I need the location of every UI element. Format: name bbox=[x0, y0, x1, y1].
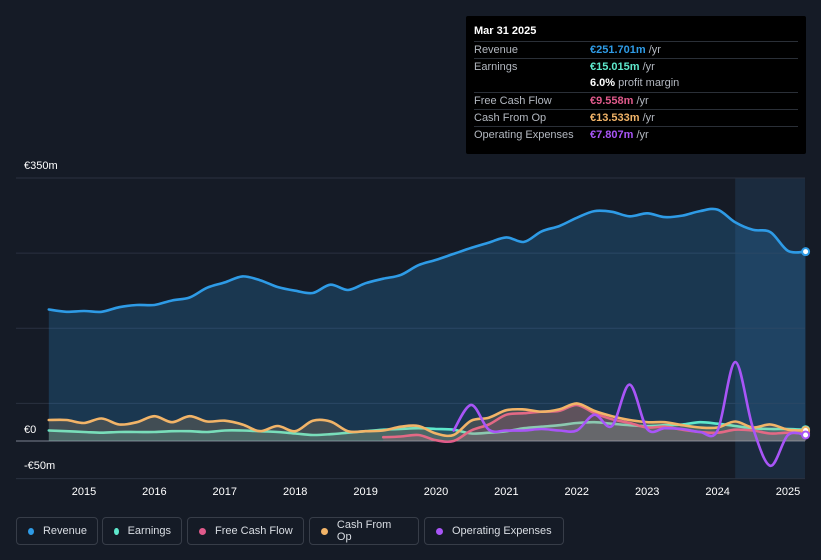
legend-label: Operating Expenses bbox=[452, 525, 552, 537]
chart-canvas: 2015 2016 2017 2018 2019 2020 2021 2022 2023 2024… bbox=[16, 177, 811, 498]
tooltip-row-opex: Operating Expenses €7.807m /yr bbox=[474, 126, 798, 144]
cash-from-op-area bbox=[48, 403, 806, 441]
legend-item-earnings[interactable]: Earnings bbox=[102, 517, 182, 545]
legend-dot-icon bbox=[114, 527, 119, 535]
x-tick-label: 2024 bbox=[705, 486, 729, 498]
revenue-area bbox=[48, 208, 806, 441]
tooltip-row-earnings: Earnings €15.015m /yr bbox=[474, 58, 798, 76]
free-cash-flow-line bbox=[381, 403, 807, 444]
x-tick-label: 2022 bbox=[565, 486, 589, 498]
tooltip-label: Revenue bbox=[474, 44, 519, 56]
legend-label: Free Cash Flow bbox=[215, 525, 293, 537]
revenue-endpoint bbox=[801, 247, 811, 257]
x-tick-label: 2025 bbox=[776, 486, 800, 498]
operating-expenses-line bbox=[452, 360, 807, 468]
tooltip-row-fcf: Free Cash Flow €9.558m /yr bbox=[474, 92, 798, 110]
legend-dot-icon bbox=[436, 527, 443, 535]
tooltip-date: Mar 31 2025 bbox=[474, 25, 537, 37]
tooltip-value: 6.0% profit margin bbox=[590, 77, 680, 89]
legend-item-cash-from-op[interactable]: Cash From Op bbox=[309, 517, 419, 545]
legend-item-free-cash-flow[interactable]: Free Cash Flow bbox=[187, 517, 304, 545]
tooltip-value: €13.533m /yr bbox=[590, 112, 655, 124]
tooltip-value: €7.807m /yr bbox=[590, 129, 649, 141]
x-tick-label: 2018 bbox=[283, 486, 307, 498]
legend-label: Revenue bbox=[42, 525, 87, 537]
legend-label: Earnings bbox=[127, 525, 171, 537]
tooltip-row-margin: 6.0% profit margin bbox=[474, 75, 798, 92]
x-axis: 2015 2016 2017 2018 2019 2020 2021 2022 2023 2024… bbox=[72, 486, 800, 498]
tooltip-label: Operating Expenses bbox=[474, 129, 574, 141]
operating-expenses-endpoint bbox=[801, 430, 811, 440]
y-tick-label-zero: €0 bbox=[24, 424, 37, 436]
series-layer bbox=[47, 207, 811, 468]
legend-dot-icon bbox=[199, 527, 206, 535]
tooltip-label: Cash From Op bbox=[474, 112, 547, 124]
legend-dot-icon bbox=[28, 527, 34, 535]
data-tooltip: Mar 31 2025 Revenue €251.701m /yr Earnin… bbox=[466, 16, 806, 154]
tooltip-label: Earnings bbox=[474, 61, 518, 73]
revenue-line bbox=[47, 207, 807, 314]
legend-dot-icon bbox=[321, 527, 328, 535]
legend-item-operating-expenses[interactable]: Operating Expenses bbox=[424, 517, 564, 545]
x-tick-label: 2023 bbox=[635, 486, 659, 498]
tooltip-value: €15.015m /yr bbox=[590, 61, 655, 73]
x-tick-label: 2017 bbox=[213, 486, 237, 498]
earnings-area bbox=[48, 422, 806, 441]
legend-label: Cash From Op bbox=[336, 519, 392, 543]
x-tick-label: 2021 bbox=[494, 486, 518, 498]
x-tick-label: 2019 bbox=[353, 486, 377, 498]
x-tick-label: 2015 bbox=[72, 486, 96, 498]
tooltip-value: €251.701m /yr bbox=[590, 44, 661, 56]
legend-item-revenue[interactable]: Revenue bbox=[16, 517, 98, 545]
cash-from-op-line bbox=[47, 402, 807, 438]
tooltip-label: Free Cash Flow bbox=[474, 95, 552, 107]
tooltip-row-revenue: Revenue €251.701m /yr bbox=[474, 41, 798, 59]
grid-lines bbox=[16, 177, 805, 480]
x-tick-label: 2020 bbox=[424, 486, 448, 498]
tooltip-value: €9.558m /yr bbox=[590, 95, 649, 107]
tooltip-row-cfo: Cash From Op €13.533m /yr bbox=[474, 109, 798, 127]
y-tick-label-bottom: -€50m bbox=[24, 460, 56, 472]
y-tick-label-top: €350m bbox=[24, 160, 58, 172]
x-tick-label: 2016 bbox=[142, 486, 166, 498]
